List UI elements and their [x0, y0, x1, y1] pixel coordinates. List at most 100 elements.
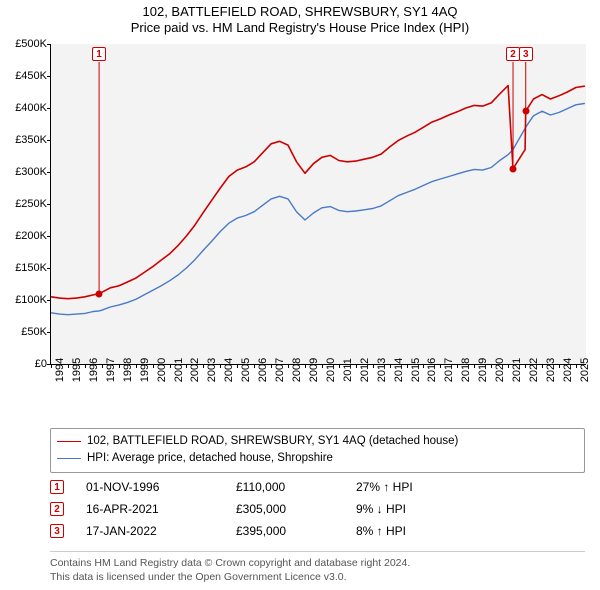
x-tick	[373, 364, 374, 368]
chart-area: 123 £0£50K£100K£150K£200K£250K£300K£350K…	[0, 44, 600, 414]
y-axis-label: £300K	[15, 166, 47, 178]
y-tick	[47, 268, 51, 269]
footer-line-2: This data is licensed under the Open Gov…	[50, 570, 585, 584]
plot-area: 123	[50, 44, 586, 365]
x-tick	[576, 364, 577, 368]
x-tick	[542, 364, 543, 368]
x-axis-label: 1996	[88, 358, 100, 382]
x-tick	[68, 364, 69, 368]
x-axis-label: 2014	[393, 358, 405, 382]
y-axis-label: £150K	[15, 262, 47, 274]
x-tick	[322, 364, 323, 368]
y-axis-label: £250K	[15, 198, 47, 210]
y-axis-label: £50K	[21, 326, 47, 338]
x-tick	[271, 364, 272, 368]
x-tick	[85, 364, 86, 368]
x-tick	[288, 364, 289, 368]
x-axis-label: 2024	[562, 358, 574, 382]
x-axis-label: 2006	[257, 358, 269, 382]
x-axis-label: 2021	[511, 358, 523, 382]
x-tick	[102, 364, 103, 368]
x-tick	[559, 364, 560, 368]
transaction-number: 1	[50, 480, 64, 494]
y-tick	[47, 140, 51, 141]
x-axis-label: 2001	[173, 358, 185, 382]
x-tick	[356, 364, 357, 368]
legend-label: HPI: Average price, detached house, Shro…	[87, 450, 333, 467]
x-axis-label: 2017	[443, 358, 455, 382]
y-tick	[47, 300, 51, 301]
x-tick	[525, 364, 526, 368]
x-tick	[339, 364, 340, 368]
transaction-hpi: 9% ↓ HPI	[356, 502, 496, 516]
legend-item: 102, BATTLEFIELD ROAD, SHREWSBURY, SY1 4…	[57, 433, 578, 450]
x-tick	[407, 364, 408, 368]
x-axis-label: 2019	[477, 358, 489, 382]
y-tick	[47, 204, 51, 205]
x-axis-label: 2016	[426, 358, 438, 382]
legend-label: 102, BATTLEFIELD ROAD, SHREWSBURY, SY1 4…	[87, 433, 458, 450]
x-axis-label: 2009	[308, 358, 320, 382]
chart-title-subtitle: Price paid vs. HM Land Registry's House …	[0, 19, 600, 35]
y-tick	[47, 172, 51, 173]
x-axis-label: 2015	[410, 358, 422, 382]
legend: 102, BATTLEFIELD ROAD, SHREWSBURY, SY1 4…	[50, 428, 585, 473]
x-axis-label: 2002	[189, 358, 201, 382]
sale-marker-label: 1	[92, 47, 106, 61]
sale-marker-dot	[510, 165, 517, 172]
x-tick	[254, 364, 255, 368]
y-axis-label: £450K	[15, 70, 47, 82]
x-tick	[136, 364, 137, 368]
x-tick	[474, 364, 475, 368]
x-tick	[305, 364, 306, 368]
x-axis-label: 2012	[359, 358, 371, 382]
x-tick	[203, 364, 204, 368]
chart-lines	[51, 44, 586, 364]
legend-item: HPI: Average price, detached house, Shro…	[57, 450, 578, 467]
footer-line-1: Contains HM Land Registry data © Crown c…	[50, 556, 585, 570]
sale-marker-dot	[522, 108, 529, 115]
sale-marker-dot	[96, 290, 103, 297]
x-axis-label: 2020	[494, 358, 506, 382]
x-axis-label: 2018	[460, 358, 472, 382]
x-tick	[457, 364, 458, 368]
y-axis-label: £400K	[15, 102, 47, 114]
x-tick	[508, 364, 509, 368]
y-tick	[47, 236, 51, 237]
x-tick	[491, 364, 492, 368]
x-axis-label: 2011	[342, 358, 354, 382]
sale-marker-label: 3	[519, 47, 533, 61]
x-axis-label: 2008	[291, 358, 303, 382]
x-axis-label: 1997	[105, 358, 117, 382]
x-axis-label: 1999	[139, 358, 151, 382]
transaction-number: 2	[50, 502, 64, 516]
x-axis-label: 1998	[122, 358, 134, 382]
transaction-number: 3	[50, 524, 64, 538]
y-axis-label: £500K	[15, 38, 47, 50]
y-tick	[47, 108, 51, 109]
x-tick	[440, 364, 441, 368]
transaction-price: £110,000	[236, 480, 356, 494]
legend-swatch	[57, 458, 81, 459]
x-axis-label: 2010	[325, 358, 337, 382]
x-axis-label: 2005	[240, 358, 252, 382]
x-tick	[237, 364, 238, 368]
x-axis-label: 1995	[71, 358, 83, 382]
x-axis-label: 2013	[376, 358, 388, 382]
transaction-date: 01-NOV-1996	[86, 480, 236, 494]
y-axis-label: £350K	[15, 134, 47, 146]
x-tick	[119, 364, 120, 368]
x-axis-label: 2003	[206, 358, 218, 382]
x-axis-label: 2004	[223, 358, 235, 382]
x-axis-label: 2023	[545, 358, 557, 382]
x-tick	[186, 364, 187, 368]
x-tick	[153, 364, 154, 368]
transaction-row: 317-JAN-2022£395,0008% ↑ HPI	[50, 520, 585, 542]
x-tick	[170, 364, 171, 368]
x-axis-label: 2025	[579, 358, 591, 382]
transaction-hpi: 27% ↑ HPI	[356, 480, 496, 494]
transactions-table: 101-NOV-1996£110,00027% ↑ HPI216-APR-202…	[50, 472, 585, 542]
y-tick	[47, 76, 51, 77]
y-axis-label: £0	[35, 358, 47, 370]
x-axis-label: 1994	[54, 358, 66, 382]
